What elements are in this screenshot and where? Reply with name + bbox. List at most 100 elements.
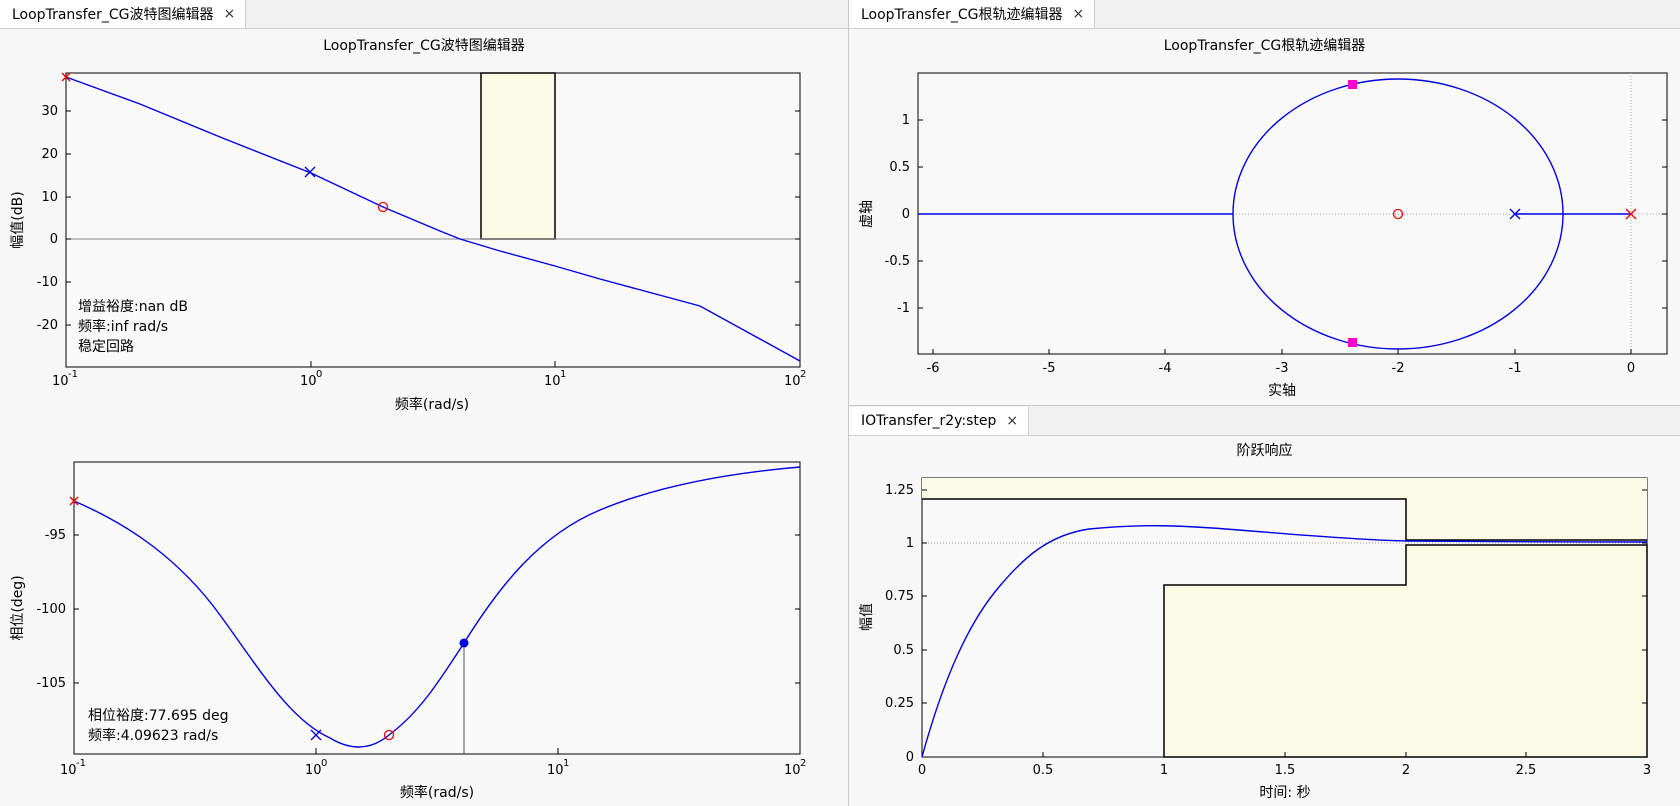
mag-zero-marker[interactable] [377,201,389,213]
gain-margin-text: 增益裕度:nan dB [78,299,188,315]
phase-xtick: 10 [784,763,801,778]
rlocus-title: LoopTransfer_CG根轨迹编辑器 [1163,38,1366,54]
mag-xtick: 10 [784,374,801,389]
bode-magnitude-plot[interactable]: 30 20 10 0 -10 -20 10 -1 10 0 10 1 10 2 … [0,0,848,806]
phase-start-marker [69,496,79,506]
closed-loop-pole-lower[interactable] [1348,338,1357,347]
rlocus-plot[interactable]: 1 0.5 0 -0.5 -1 -6 -5 -4 -3 -2 -1 0 [849,0,1680,406]
step-lower-constraint[interactable] [1163,544,1648,758]
phase-pole-marker[interactable] [310,729,322,741]
bode-phase-plot[interactable]: -95 -100 -105 10 -1 10 0 10 1 10 2 相位裕度:… [0,0,848,806]
rlocus-ytick: 0.5 [889,160,910,175]
step-upper-constraint-edge [922,498,1647,541]
mag-plot-area[interactable] [65,72,801,368]
mag-pole-marker[interactable] [304,166,316,178]
rlocus-xtick: -5 [1043,361,1056,376]
step-y-ticks: 1.25 1 0.75 0.5 0.25 0 [885,483,1647,765]
mag-xtick: 10 [544,374,561,389]
tab-rlocus-editor[interactable]: LoopTransfer_CG根轨迹编辑器 × [849,0,1096,28]
step-xtick: 0.5 [1033,763,1054,778]
step-xtick: 3 [1643,763,1651,778]
phase-xexp: -1 [76,758,86,769]
mag-ytick: 0 [50,232,58,247]
phase-xtick: 10 [305,763,322,778]
rlocus-xtick: -3 [1276,361,1289,376]
panel-divider[interactable] [848,0,849,806]
phase-ylabel: 相位(deg) [10,575,26,640]
phase-xtick: 10 [547,763,564,778]
rlocus-ytick: -0.5 [885,254,910,269]
step-title: 阶跃响应 [1236,443,1293,459]
mag-xexp: -1 [68,369,78,380]
close-icon[interactable]: × [1072,6,1085,22]
step-response-curve[interactable] [921,525,1648,758]
step-xtick: 0 [918,763,926,778]
rlocus-tabbar: LoopTransfer_CG根轨迹编辑器 × [849,0,1680,29]
step-plot[interactable]: 1.25 1 0.75 0.5 0.25 0 0 0.5 1 1.5 2 2.5… [849,407,1680,806]
mag-xexp: 1 [560,369,566,380]
rlocus-xtick: -4 [1159,361,1172,376]
rlocus-ylabel: 虚轴 [859,200,875,228]
phase-xlabel: 频率(rad/s) [400,784,474,801]
tab-rlocus-label: LoopTransfer_CG根轨迹编辑器 [861,7,1063,23]
rlocus-ytick: 0 [902,207,910,222]
rlocus-xtick: -2 [1392,361,1405,376]
rlocus-ytick: 1 [902,113,910,128]
rlocus-pole-marker-1[interactable] [1509,208,1521,220]
step-xlabel: 时间: 秒 [1259,785,1310,801]
mag-y-ticks: 30 20 10 0 -10 -20 [37,104,800,333]
step-ytick: 1 [906,536,914,551]
mag-ytick: 10 [41,190,58,205]
step-xtick: 1.5 [1275,763,1296,778]
gain-constraint-region[interactable] [480,72,556,240]
mag-xtick: 10 [300,374,317,389]
phase-margin-info: 相位裕度:77.695 deg 频率:4.09623 rad/s [88,708,229,744]
step-ytick: 0.25 [885,696,914,711]
phase-plot-area[interactable] [73,461,801,755]
phase-margin-text: 相位裕度:77.695 deg [88,708,229,724]
tab-step-response[interactable]: IOTransfer_r2y:step × [849,407,1030,435]
mag-xexp: 0 [316,369,322,380]
step-ytick: 1.25 [885,483,914,498]
stability-text: 稳定回路 [78,339,134,355]
tab-step-label: IOTransfer_r2y:step [861,413,997,429]
mag-ytick: 20 [41,147,58,162]
step-xtick: 2 [1402,763,1410,778]
bode-tabbar: LoopTransfer_CG波特图编辑器 × [0,0,848,29]
tab-bode-label: LoopTransfer_CG波特图编辑器 [12,7,214,23]
phase-ytick: -105 [36,676,66,691]
step-ytick: 0 [906,750,914,765]
phase-xexp: 2 [800,758,806,769]
phase-ytick: -95 [45,528,66,543]
phase-xtick: 10 [60,763,77,778]
rlocus-pole-marker-2[interactable] [1625,208,1637,220]
rlocus-y-ticks: 1 0.5 0 -0.5 -1 [885,113,1667,316]
mag-xtick: 10 [52,374,69,389]
mag-ytick: -20 [37,318,58,333]
phase-margin-freq: 频率:4.09623 rad/s [88,727,218,744]
mag-xexp: 2 [800,369,806,380]
rlocus-x-ticks: -6 -5 -4 -3 -2 -1 0 [927,349,1635,376]
step-xtick: 1 [1160,763,1168,778]
rlocus-ytick: -1 [897,301,910,316]
locus-circle[interactable] [1232,78,1564,350]
mag-x-ticks: 10 -1 10 0 10 1 10 2 [52,361,806,389]
gain-margin-freq: 频率:inf rad/s [78,318,168,335]
closed-loop-pole-upper[interactable] [1348,80,1357,89]
tab-bode-editor[interactable]: LoopTransfer_CG波特图编辑器 × [0,0,247,28]
phase-x-ticks: 10 -1 10 0 10 1 10 2 [60,748,806,778]
phase-response-curve[interactable] [73,466,801,748]
step-tabbar: IOTransfer_r2y:step × [849,407,1680,436]
step-xtick: 2.5 [1516,763,1537,778]
rlocus-zero-marker[interactable] [1392,208,1404,220]
step-upper-constraint[interactable] [922,478,1647,540]
mag-response-curve[interactable] [65,76,801,362]
close-icon[interactable]: × [223,6,236,22]
mag-ylabel: 幅值(dB) [10,191,26,248]
phase-zero-marker[interactable] [383,729,395,741]
phase-ytick: -100 [36,602,66,617]
bode-title: LoopTransfer_CG波特图编辑器 [323,38,525,54]
close-icon[interactable]: × [1006,413,1019,429]
phase-xexp: 0 [321,758,327,769]
phase-margin-marker[interactable] [459,638,469,648]
